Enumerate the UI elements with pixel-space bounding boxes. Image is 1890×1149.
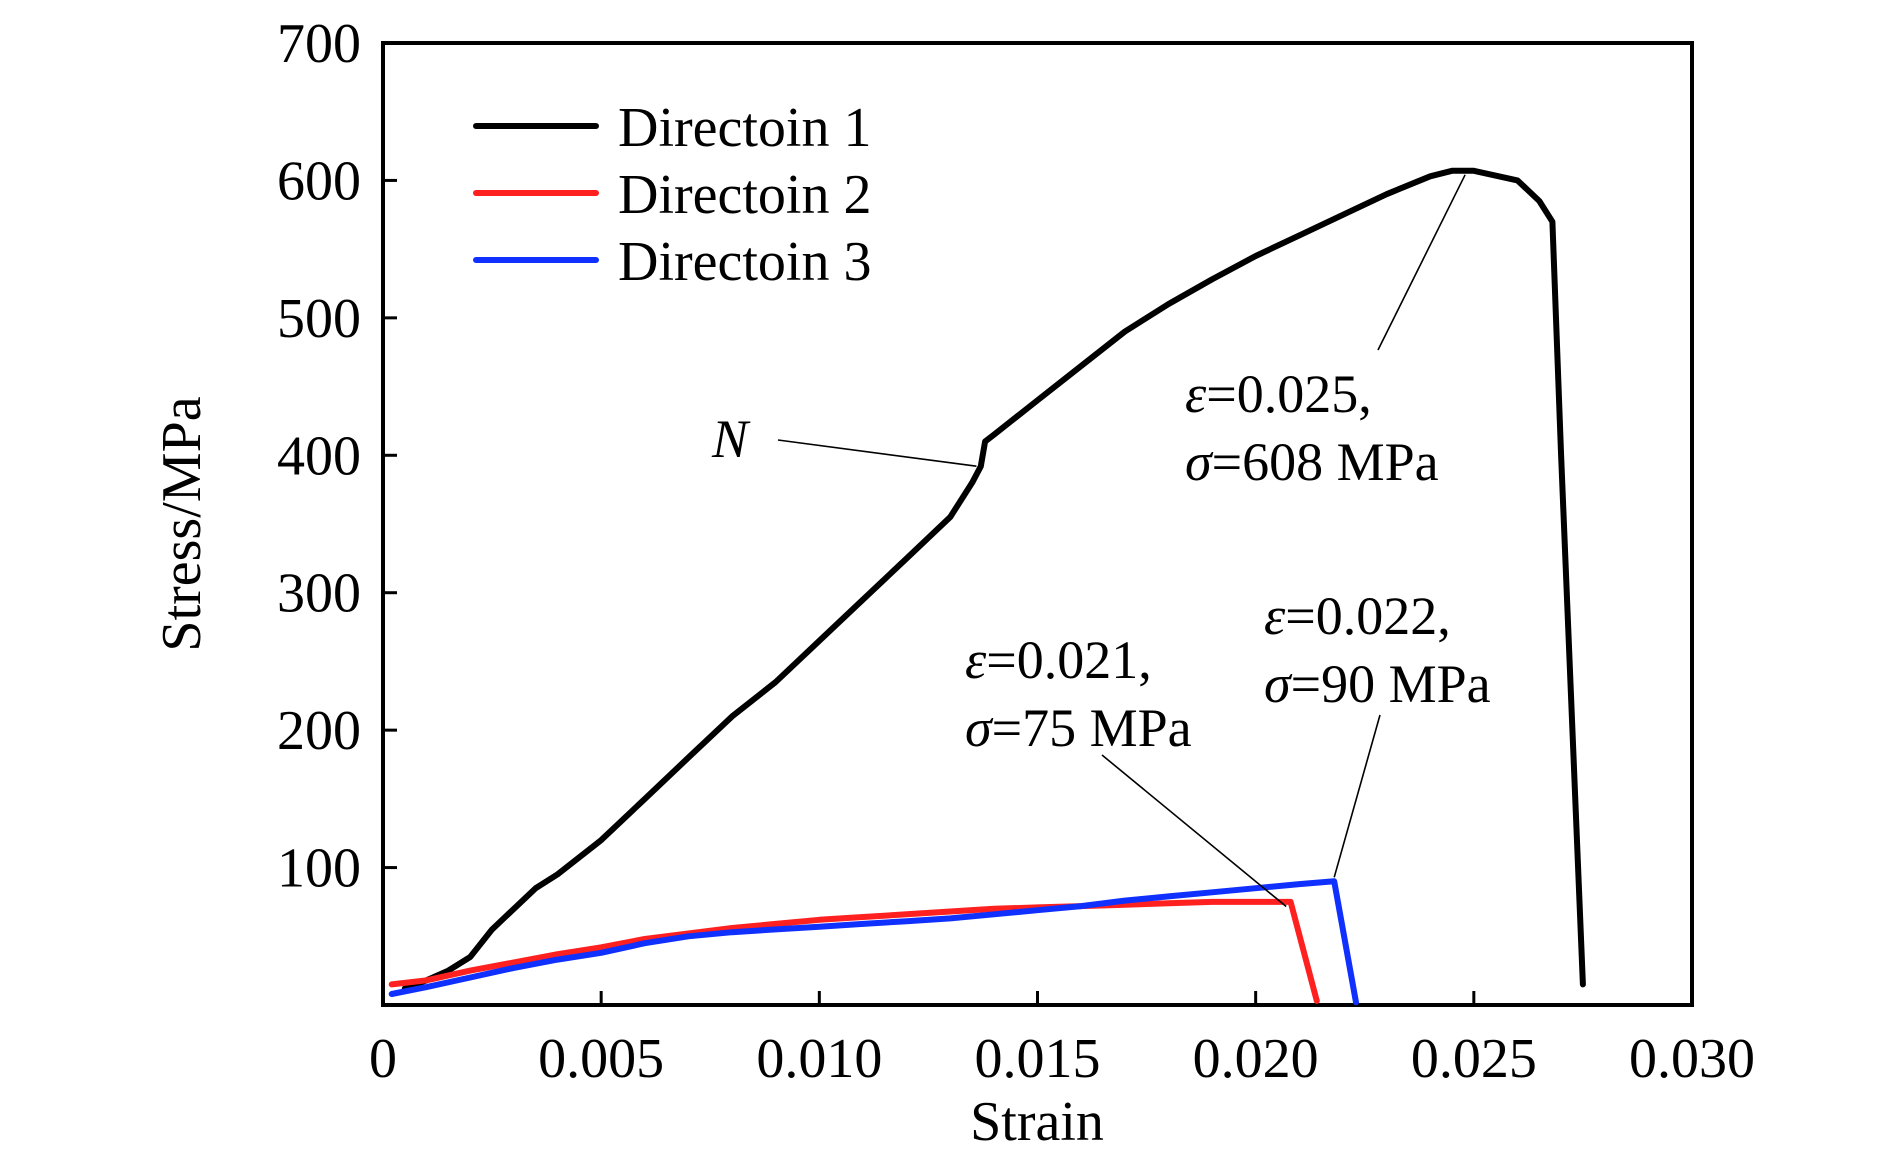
y-tick-label: 700	[277, 13, 361, 75]
x-axis-title: Strain	[970, 1091, 1104, 1149]
x-tick-label: 0.015	[975, 1028, 1101, 1090]
y-tick-label: 300	[277, 563, 361, 625]
series-layer	[388, 167, 1586, 1006]
y-tick-label: 100	[277, 838, 361, 900]
legend-label-direction-2: Directoin 2	[618, 164, 871, 226]
legend-label-direction-1: Directoin 1	[618, 97, 871, 159]
x-tick-label: 0.020	[1193, 1028, 1319, 1090]
annotation-d2-peak-stress-text: σ=75 MPa	[965, 698, 1192, 758]
y-axis-title: Stress/MPa	[151, 396, 213, 651]
annotation-n-label: N	[711, 409, 751, 469]
annotation-layer: Nε=0.025, σ=608 MPa ε=0.021, σ=75 MPa ε=0.02…	[711, 174, 1491, 908]
annotation-d2-peak-strain-text: ε=0.021,	[965, 630, 1152, 690]
annotation-d1-peak-strain-text: ε=0.025,	[1185, 364, 1372, 424]
x-tick-label: 0.005	[538, 1028, 664, 1090]
y-tick-label: 400	[277, 425, 361, 487]
x-tick-label: 0.010	[756, 1028, 882, 1090]
x-tick-label: 0	[369, 1028, 397, 1090]
annotation-d3-peak-strain-text: ε=0.022,	[1264, 586, 1451, 646]
x-tick-label: 0.030	[1629, 1028, 1755, 1090]
y-tick-label: 200	[277, 700, 361, 762]
series-line-direction-2	[388, 898, 1320, 1004]
series-line-direction-1	[401, 167, 1586, 992]
x-tick-label: 0.025	[1411, 1028, 1537, 1090]
annotation-d3-leader	[1333, 714, 1381, 878]
legend-label-direction-3: Directoin 3	[618, 231, 871, 293]
y-tick-label: 600	[277, 150, 361, 212]
annotation-d3-peak-stress-text: σ=90 MPa	[1264, 654, 1491, 714]
annotation-d2-leader	[1101, 754, 1287, 908]
y-tick-label: 500	[277, 288, 361, 350]
axis-ticks: 0 0.005 0.010 0.015 0.020 0.025 0.030 100 200 300…	[277, 13, 1755, 1090]
annotation-d1-peak-stress-text: σ=608 MPa	[1185, 432, 1439, 492]
series-line-direction-3	[388, 878, 1359, 1006]
annotation-d1-leader	[1377, 174, 1466, 351]
annotation-n-leader	[777, 439, 977, 467]
